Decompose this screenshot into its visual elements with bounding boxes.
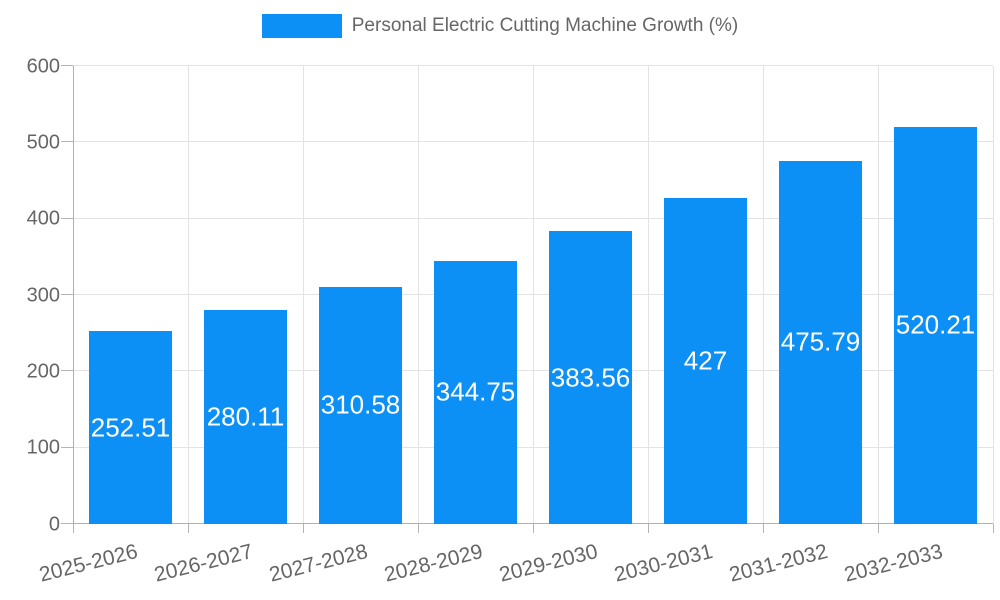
bar: 344.75 — [434, 260, 517, 524]
bar-slot: 280.11 — [188, 66, 303, 524]
bar-value-label: 475.79 — [780, 326, 861, 357]
y-axis-line — [73, 66, 74, 524]
x-axis-tick — [188, 524, 189, 533]
gridline-vertical — [418, 66, 419, 524]
x-axis-line — [62, 523, 993, 524]
x-axis-tick — [993, 524, 994, 533]
gridline-vertical — [188, 66, 189, 524]
bar-slot: 252.51 — [73, 66, 188, 524]
y-tick-label: 300 — [26, 284, 60, 306]
y-tick-label: 200 — [26, 360, 60, 383]
plot-area: 0 100 200 300 400 500 600 252.51 280.11 310.58 34… — [27, 55, 994, 587]
gridline-vertical — [763, 66, 764, 524]
x-tick-label: 2032-2033 — [842, 540, 946, 587]
y-axis-tick — [61, 217, 73, 219]
x-axis-tick — [418, 524, 419, 533]
bars-container: 252.51 280.11 310.58 344.75 383.56 427 475.79 5… — [73, 66, 993, 524]
bar: 427 — [664, 198, 747, 524]
bar: 310.58 — [319, 286, 402, 524]
bar-slot: 520.21 — [878, 66, 993, 524]
bar-slot: 383.56 — [533, 66, 648, 524]
bar-value-label: 520.21 — [895, 309, 976, 340]
bar-slot: 427 — [648, 66, 763, 524]
bar-slot: 344.75 — [418, 66, 533, 524]
bar: 252.51 — [89, 331, 172, 524]
bar-value-label: 280.11 — [206, 401, 285, 432]
bar-value-label: 310.58 — [320, 389, 401, 420]
y-tick-label: 600 — [26, 55, 60, 77]
legend-swatch — [261, 14, 342, 38]
y-tick-label: 0 — [48, 513, 60, 535]
y-axis-tick — [61, 446, 73, 448]
bar: 520.21 — [894, 126, 977, 524]
bar-value-label: 252.51 — [90, 412, 171, 443]
x-axis-tick — [73, 524, 74, 533]
x-axis-tick — [303, 524, 304, 533]
x-tick-label: 2027-2028 — [267, 540, 371, 587]
bar: 280.11 — [204, 310, 287, 524]
y-axis-tick — [61, 294, 73, 295]
x-axis-tick — [763, 524, 764, 533]
y-tick-label: 500 — [26, 131, 60, 154]
y-axis-tick — [61, 523, 73, 524]
legend-label: Personal Electric Cutting Machine Growth… — [351, 15, 739, 36]
bar: 383.56 — [549, 231, 632, 524]
y-tick-label: 400 — [26, 207, 60, 230]
legend: Personal Electric Cutting Machine Growth… — [0, 14, 1000, 38]
bar-value-label: 344.75 — [435, 376, 516, 407]
bar: 475.79 — [779, 160, 862, 524]
y-axis-tick — [61, 370, 73, 372]
x-tick-label: 2030-2031 — [612, 540, 716, 587]
bar-value-label: 427 — [683, 345, 728, 376]
x-tick-label: 2031-2032 — [727, 540, 831, 587]
bar-value-label: 383.56 — [550, 362, 631, 393]
gridline-vertical — [533, 66, 534, 524]
x-axis-tick — [878, 524, 879, 533]
gridline-vertical — [878, 66, 879, 524]
legend-item[interactable]: Personal Electric Cutting Machine Growth… — [261, 14, 739, 38]
y-tick-label: 100 — [26, 436, 60, 459]
y-axis-tick — [61, 65, 73, 66]
gridline-vertical — [303, 66, 304, 524]
x-tick-label: 2025-2026 — [37, 540, 141, 587]
x-tick-label: 2028-2029 — [382, 540, 486, 587]
x-tick-label: 2026-2027 — [152, 540, 256, 587]
x-tick-label: 2029-2030 — [497, 540, 601, 587]
x-axis-tick — [648, 524, 649, 533]
y-axis-tick — [61, 141, 73, 143]
gridline-horizontal — [73, 65, 993, 66]
gridline-vertical — [993, 66, 994, 524]
gridline-vertical — [648, 66, 649, 524]
x-axis-tick — [533, 524, 534, 533]
bar-slot: 310.58 — [303, 66, 418, 524]
bar-slot: 475.79 — [763, 66, 878, 524]
